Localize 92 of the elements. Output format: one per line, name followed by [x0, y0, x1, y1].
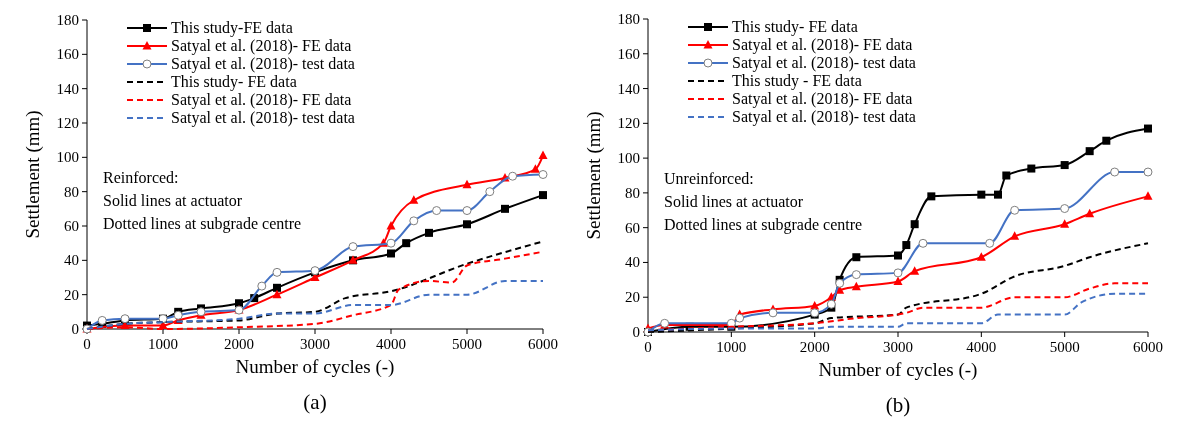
point	[463, 220, 471, 229]
y-tick-label: 40	[625, 254, 640, 271]
point	[1085, 147, 1094, 156]
y-tick-label: 40	[64, 252, 79, 269]
y-tick-label: 60	[64, 218, 79, 234]
point	[235, 299, 243, 308]
x-axis-title: Number of cycles (-)	[818, 359, 978, 381]
y-tick-label: 80	[625, 184, 640, 201]
point	[539, 191, 547, 200]
point	[893, 276, 903, 286]
point	[273, 283, 281, 292]
x-tick-label: 0	[83, 336, 91, 352]
point	[1144, 124, 1152, 133]
point	[425, 228, 433, 237]
point	[501, 204, 509, 213]
point	[902, 241, 911, 250]
x-tick-label: 4000	[966, 339, 997, 355]
annotation: Unreinforced:	[664, 170, 754, 188]
legend-label: Satyal et al. (2018)- FE data	[171, 91, 352, 109]
x-tick-label: 3000	[300, 336, 330, 352]
y-tick-label: 20	[64, 286, 79, 303]
x-tick-label: 4000	[376, 336, 406, 352]
point	[1027, 164, 1036, 173]
y-tick-label: 140	[617, 80, 640, 97]
point	[272, 289, 282, 299]
text: (a)	[303, 390, 327, 414]
point	[1085, 208, 1095, 218]
y-tick-label: 0	[632, 324, 640, 340]
point	[976, 252, 986, 261]
legend-label: This study - FE data	[732, 72, 862, 90]
x-tick-label: 3000	[883, 339, 913, 355]
point	[910, 220, 919, 229]
y-tick-label: 120	[56, 115, 79, 131]
y-axis-title: Settlement (mm)	[22, 110, 44, 239]
annotation: Reinforced:	[103, 169, 179, 187]
x-tick-label: 6000	[1133, 339, 1163, 355]
y-tick-label: 120	[617, 115, 640, 132]
point	[1002, 171, 1011, 180]
legend-label: Satyal et al. (2018)- FE data	[732, 36, 913, 54]
x-tick-label: 6000	[528, 336, 558, 352]
point	[910, 266, 920, 275]
y-tick-label: 160	[617, 45, 640, 62]
y-tick-label: 60	[625, 219, 640, 236]
x-tick-label: 1000	[148, 336, 178, 352]
legend-label: This study- FE data	[171, 73, 297, 91]
y-tick-label: 180	[56, 12, 79, 28]
point	[1102, 136, 1111, 145]
legend-label: This study- FE data	[732, 18, 858, 36]
x-tick-label: 1000	[716, 339, 747, 355]
y-tick-label: 160	[56, 46, 79, 63]
legend-label: This study-FE data	[171, 19, 293, 37]
point	[1010, 231, 1020, 240]
point	[530, 164, 540, 173]
y-tick-label: 100	[56, 149, 79, 166]
x-axis-title: Number of cycles (-)	[235, 356, 395, 378]
x-tick-label: 0	[644, 339, 652, 355]
y-axis-title: Settlement (mm)	[583, 111, 605, 240]
point	[851, 281, 861, 291]
point	[852, 253, 861, 262]
y-tick-label: 20	[625, 289, 640, 306]
x-tick-label: 2000	[799, 339, 830, 355]
point	[927, 192, 936, 201]
legend-label: Satyal et al. (2018)- FE data	[732, 90, 913, 108]
legend-label: Satyal et al. (2018)- test data	[171, 109, 355, 127]
x-tick-label: 2000	[224, 336, 254, 352]
y-tick-label: 80	[64, 183, 79, 200]
x-tick-label: 5000	[1049, 339, 1080, 355]
y-tick-label: 140	[56, 80, 79, 97]
text: (b)	[885, 393, 911, 417]
point	[386, 221, 396, 230]
legend-label: Satyal et al. (2018)- test data	[171, 55, 355, 73]
point	[538, 150, 548, 160]
point	[1060, 161, 1069, 170]
annotation: Dotted lines at subgrade centre	[103, 215, 302, 234]
point	[1060, 219, 1070, 228]
annotation: Solid lines at actuator	[103, 192, 243, 210]
point	[994, 190, 1002, 199]
legend-label: Satyal et al. (2018)- test data	[732, 108, 916, 126]
point	[387, 249, 395, 258]
point	[402, 239, 411, 248]
point	[894, 251, 902, 260]
y-tick-label: 0	[71, 321, 79, 337]
annotation: Solid lines at actuator	[664, 193, 804, 211]
y-tick-label: 100	[617, 150, 640, 167]
y-tick-label: 180	[617, 11, 640, 27]
annotation: Dotted lines at subgrade centre	[664, 216, 863, 235]
legend-label: Satyal et al. (2018)- FE data	[171, 37, 352, 55]
point	[977, 190, 986, 199]
legend-label: Satyal et al. (2018)- test data	[732, 54, 916, 72]
point	[409, 195, 419, 204]
point	[1143, 191, 1153, 200]
x-tick-label: 5000	[452, 336, 482, 352]
